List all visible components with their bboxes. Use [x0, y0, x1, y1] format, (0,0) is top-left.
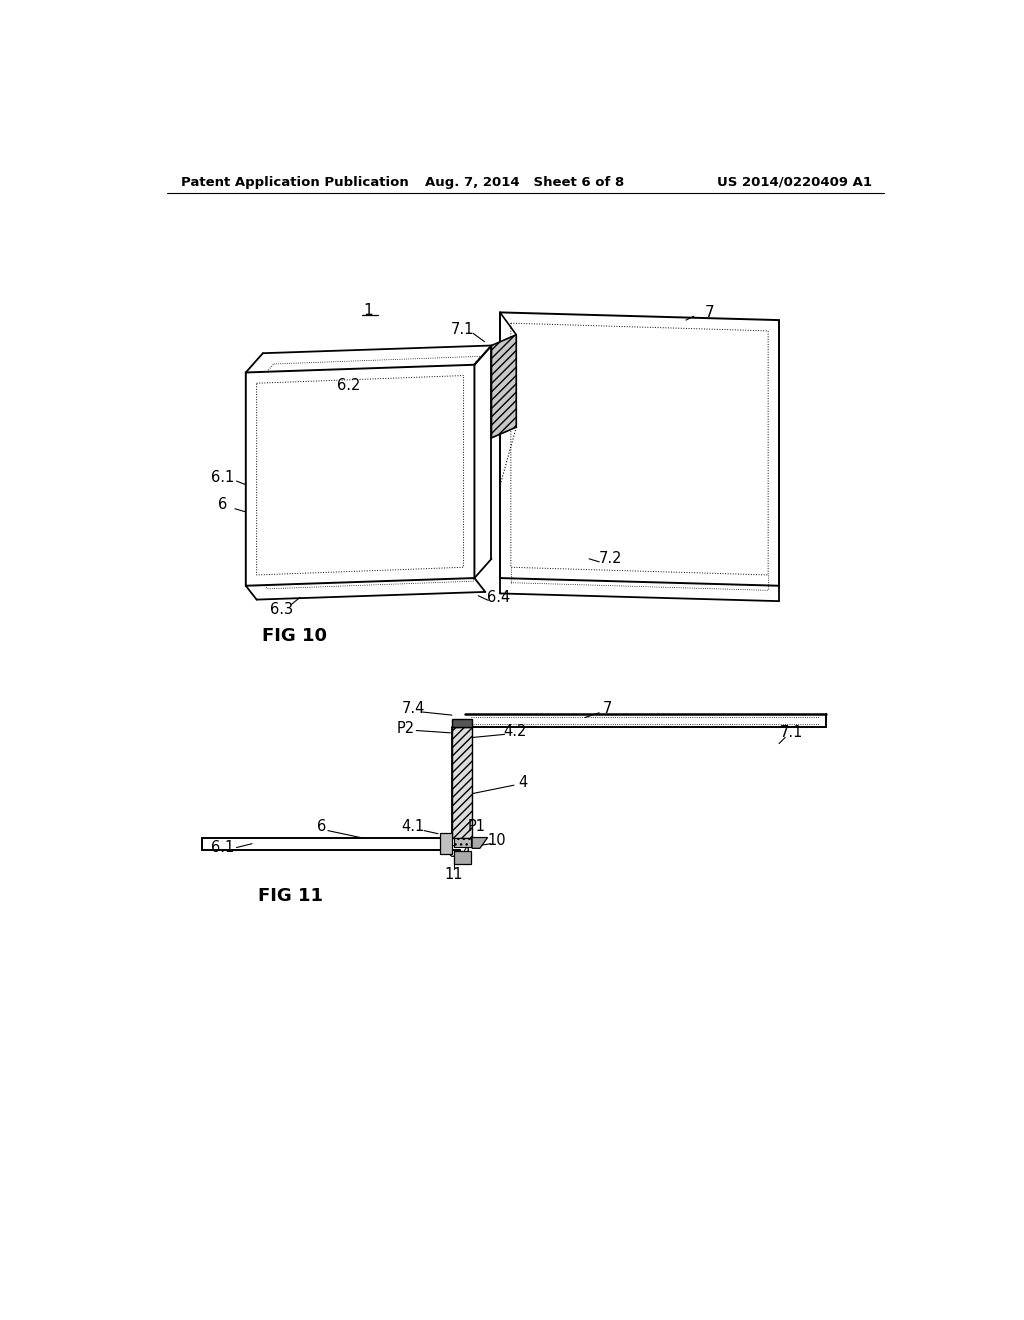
Text: 7.2: 7.2 — [598, 552, 622, 566]
Text: 7: 7 — [705, 305, 714, 319]
Text: 6.4: 6.4 — [449, 845, 471, 861]
Text: Aug. 7, 2014   Sheet 6 of 8: Aug. 7, 2014 Sheet 6 of 8 — [425, 176, 625, 189]
Polygon shape — [500, 313, 779, 586]
Text: US 2014/0220409 A1: US 2014/0220409 A1 — [717, 176, 872, 189]
Text: 6.1: 6.1 — [211, 840, 234, 855]
Text: 6: 6 — [218, 498, 227, 512]
Polygon shape — [452, 719, 472, 726]
Text: 6.2: 6.2 — [337, 378, 360, 393]
Text: 4: 4 — [503, 417, 512, 432]
Text: P2: P2 — [396, 721, 415, 735]
Text: 6.3: 6.3 — [270, 602, 293, 618]
Text: 6.4: 6.4 — [486, 590, 510, 605]
Text: 1: 1 — [364, 304, 373, 318]
Text: 4: 4 — [518, 775, 528, 789]
Polygon shape — [452, 726, 472, 838]
Text: 7: 7 — [602, 701, 611, 715]
Polygon shape — [454, 838, 471, 847]
Polygon shape — [492, 335, 516, 438]
Text: P1: P1 — [468, 820, 485, 834]
Text: 6: 6 — [317, 820, 327, 834]
Text: 10: 10 — [487, 833, 506, 849]
Polygon shape — [246, 364, 474, 586]
Text: 4.1: 4.1 — [401, 820, 425, 834]
Text: 7.4: 7.4 — [401, 701, 425, 715]
Polygon shape — [439, 833, 452, 854]
Text: 4.2: 4.2 — [504, 723, 527, 739]
Text: 6.1: 6.1 — [211, 470, 234, 484]
Text: 7.1: 7.1 — [779, 725, 803, 741]
Polygon shape — [472, 838, 487, 849]
Polygon shape — [454, 851, 471, 863]
Text: 7.1: 7.1 — [452, 322, 474, 337]
Text: FIG 11: FIG 11 — [258, 887, 324, 906]
Text: Patent Application Publication: Patent Application Publication — [180, 176, 409, 189]
Text: 11: 11 — [444, 867, 463, 882]
Text: FIG 10: FIG 10 — [262, 627, 327, 644]
